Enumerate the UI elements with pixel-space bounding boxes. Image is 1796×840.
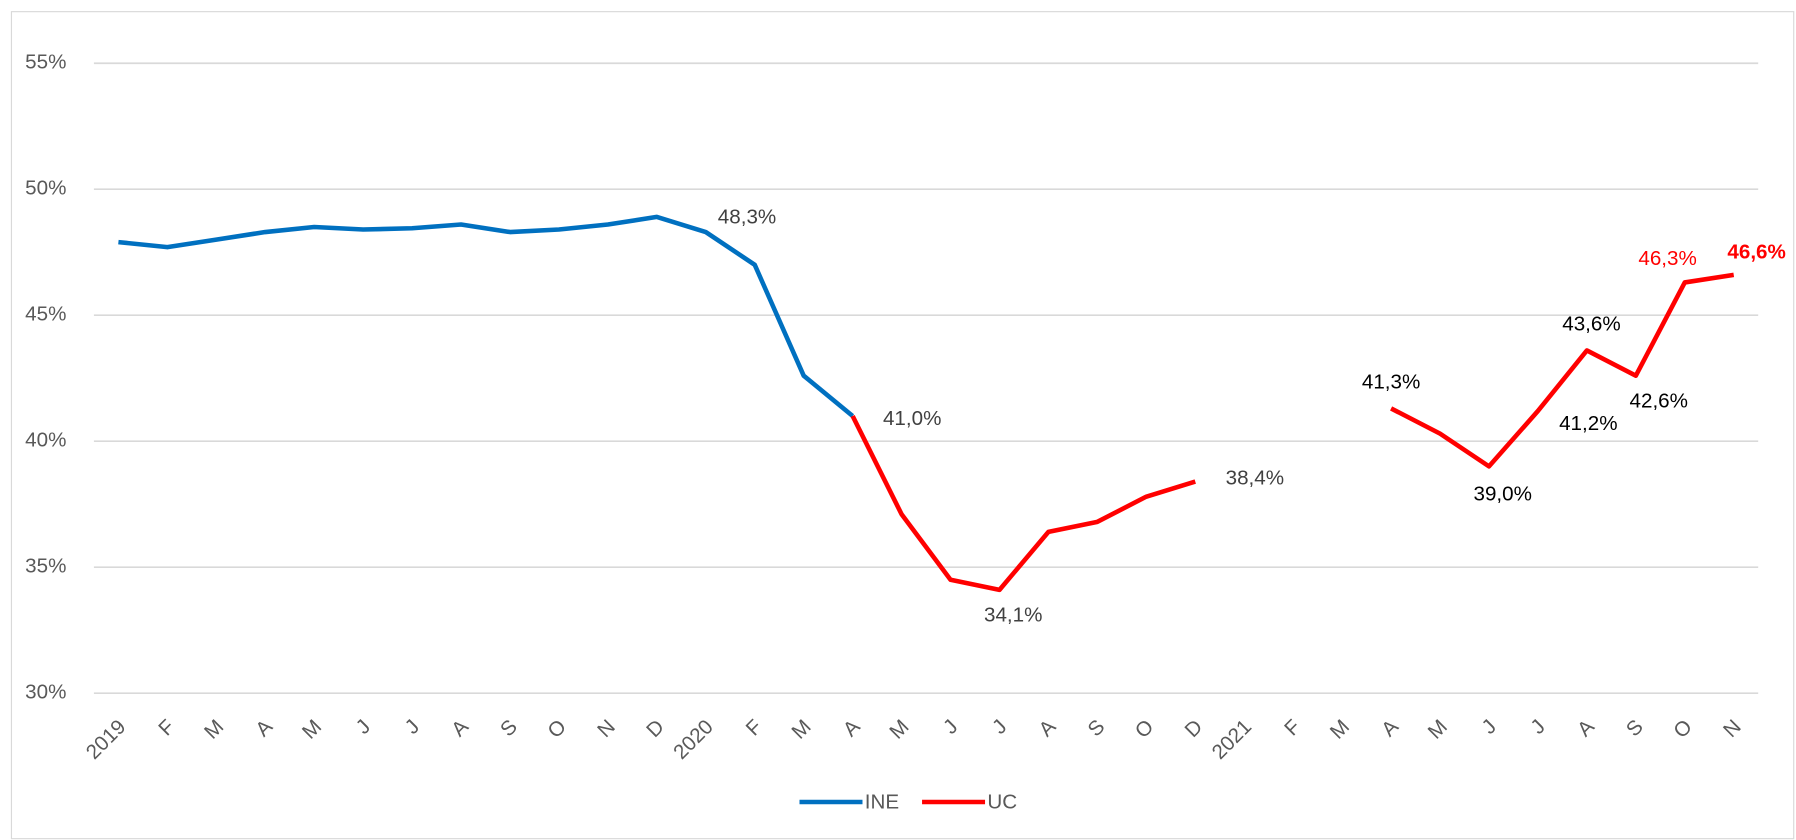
series-line	[118, 214, 855, 418]
data-label: 41,2%	[1559, 412, 1617, 435]
data-label: 43,6%	[1562, 313, 1620, 336]
y-tick-label: 50%	[25, 177, 66, 200]
chart-frame	[10, 11, 1795, 840]
legend-label: UC	[987, 791, 1017, 814]
y-tick-label: 55%	[25, 51, 66, 74]
series-line	[850, 272, 1735, 593]
data-label: 42,6%	[1630, 389, 1688, 412]
data-label: 46,6%	[1727, 241, 1785, 264]
y-tick-label: 45%	[25, 303, 66, 326]
y-tick-label: 30%	[25, 681, 66, 704]
y-tick-label: 40%	[25, 429, 66, 452]
data-label: 41,3%	[1362, 371, 1420, 394]
data-label: 38,4%	[1226, 467, 1284, 490]
y-tick-label: 35%	[25, 555, 66, 578]
data-label: 41,0%	[883, 407, 941, 430]
legend-label: INE	[865, 791, 899, 814]
data-label: 46,3%	[1638, 247, 1696, 270]
data-label: 34,1%	[984, 604, 1042, 627]
data-label: 48,3%	[718, 206, 776, 229]
data-label: 39,0%	[1474, 482, 1532, 505]
